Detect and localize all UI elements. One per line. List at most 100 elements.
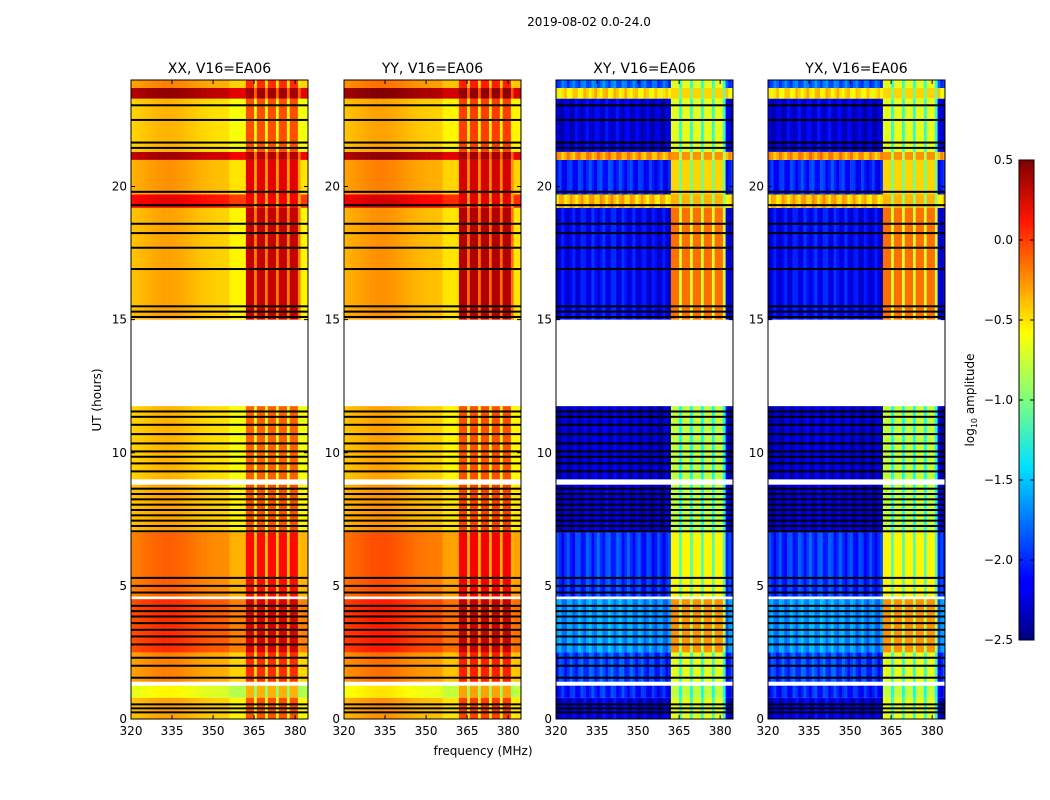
heatmap-cell: [692, 80, 696, 88]
heatmap-cell: [166, 532, 170, 597]
heatmap-cell: [292, 151, 296, 160]
heatmap-cell: [629, 532, 633, 597]
heatmap-cell: [629, 151, 633, 160]
heatmap-cell: [306, 80, 309, 88]
heatmap-cell: [417, 207, 421, 320]
heatmap-cell: [428, 207, 432, 320]
heatmap-cell: [839, 159, 843, 195]
heatmap-cell: [610, 98, 614, 152]
heatmap-cell: [139, 80, 143, 88]
heatmap-cell: [382, 87, 386, 99]
heatmap-cell: [662, 685, 666, 698]
heatmap-cell: [564, 80, 568, 88]
heatmap-cell: [133, 652, 137, 682]
heatmap-cell: [819, 207, 824, 320]
heatmap-cell: [893, 652, 897, 682]
heatmap-cell: [382, 151, 386, 160]
heatmap-cell: [858, 532, 862, 597]
heatmap-cell: [475, 599, 479, 653]
heatmap-cell: [616, 484, 620, 533]
heatmap-cell: [665, 532, 669, 597]
heatmap-cell: [144, 194, 148, 208]
heatmap-cell: [401, 207, 405, 320]
heatmap-cell: [177, 599, 181, 653]
heatmap-cell: [934, 652, 938, 682]
heatmap-cell: [385, 599, 389, 653]
heatmap-cell: [670, 484, 674, 533]
heatmap-cell: [131, 652, 135, 682]
heatmap-cell: [943, 87, 946, 99]
flagged-row: [344, 524, 521, 527]
heatmap-cell: [825, 98, 829, 152]
heatmap-cell: [344, 87, 348, 99]
heatmap-cell: [284, 194, 288, 208]
heatmap-cell: [640, 80, 644, 88]
heatmap-cell: [306, 599, 309, 653]
heatmap-cell: [344, 484, 348, 533]
heatmap-cell: [836, 484, 840, 533]
heatmap-cell: [207, 194, 211, 208]
heatmap-cell: [847, 80, 851, 88]
heatmap-cell: [385, 87, 389, 99]
heatmap-cell: [278, 159, 282, 195]
heatmap-cell: [456, 484, 460, 533]
heatmap-cell: [486, 599, 490, 653]
heatmap-cell: [640, 599, 644, 653]
heatmap-cell: [467, 98, 471, 152]
heatmap-cell: [929, 685, 933, 698]
heatmap-cell: [488, 87, 493, 99]
heatmap-cell: [602, 87, 606, 99]
heatmap-cell: [139, 685, 143, 698]
heatmap-cell: [817, 599, 821, 653]
heatmap-cell: [412, 87, 416, 99]
heatmap-cell: [638, 484, 642, 533]
heatmap-cell: [915, 87, 919, 99]
heatmap-cell: [711, 599, 715, 653]
heatmap-cell: [814, 98, 818, 152]
heatmap-cell: [188, 652, 192, 682]
flagged-row: [131, 146, 308, 149]
heatmap-cell: [158, 159, 162, 195]
heatmap-cell: [508, 532, 512, 597]
heatmap-cell: [784, 87, 788, 99]
heatmap-cell: [670, 599, 674, 653]
heatmap-cell: [569, 80, 573, 88]
heatmap-cell: [354, 87, 358, 99]
heatmap-cell: [899, 599, 903, 653]
heatmap-cell: [295, 98, 299, 152]
heatmap-cell: [248, 151, 252, 160]
heatmap-cell: [830, 80, 834, 88]
heatmap-cell: [904, 599, 908, 653]
heatmap-cell: [458, 194, 462, 208]
heatmap-cell: [297, 194, 301, 208]
heatmap-cell: [406, 159, 410, 195]
heatmap-cell: [789, 652, 793, 682]
heatmap-cell: [204, 159, 208, 195]
heatmap-cell: [662, 98, 666, 152]
heatmap-cell: [654, 87, 658, 99]
flagged-row: [556, 141, 733, 144]
heatmap-cell: [929, 532, 933, 597]
heatmap-cell: [877, 87, 881, 99]
heatmap-cell: [638, 207, 642, 320]
heatmap-cell: [262, 87, 266, 99]
flagged-row: [131, 104, 308, 107]
heatmap-cell: [828, 151, 832, 160]
heatmap-cell: [728, 151, 732, 160]
heatmap-cell: [646, 159, 650, 195]
heatmap-cell: [344, 532, 348, 597]
heatmap-cell: [390, 87, 394, 99]
heatmap-cell: [588, 685, 592, 698]
flagged-row: [556, 643, 733, 646]
heatmap-cell: [819, 685, 824, 698]
heatmap-cell: [896, 484, 900, 533]
heatmap-cell: [404, 87, 408, 99]
heatmap-cell: [594, 194, 598, 208]
heatmap-cell: [445, 484, 449, 533]
heatmap-cell: [379, 194, 383, 208]
y-tick-label: 5: [544, 579, 552, 593]
heatmap-cell: [232, 685, 236, 698]
heatmap-cell: [657, 532, 661, 597]
heatmap-cell: [224, 532, 228, 597]
